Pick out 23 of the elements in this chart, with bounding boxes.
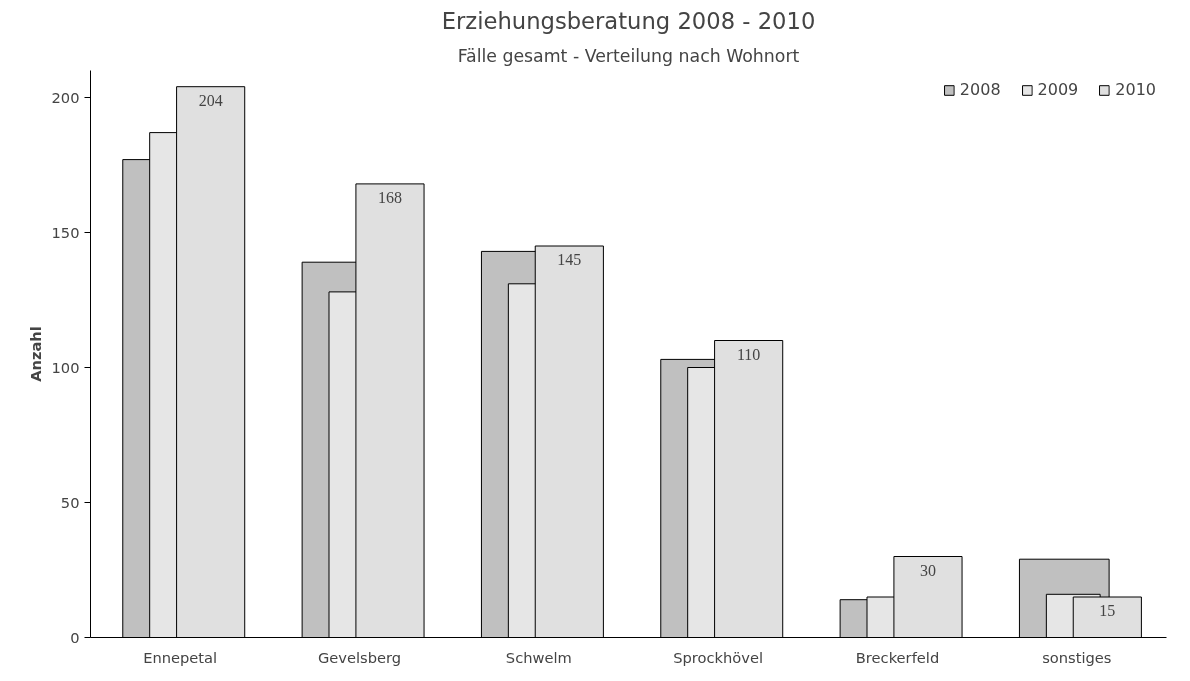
y-tick-label: 200 xyxy=(51,88,80,106)
x-tick-label: Gevelsberg xyxy=(317,648,402,666)
data-label: 15 xyxy=(1099,602,1116,619)
data-label: 204 xyxy=(198,91,223,109)
x-tick-label: sonstiges xyxy=(1042,648,1112,666)
x-tick-label: Sprockhövel xyxy=(673,648,764,666)
chart-title: Erziehungsberatung 2008 - 2010 xyxy=(441,7,816,34)
y-tick-label: 100 xyxy=(51,358,80,376)
data-label: 30 xyxy=(919,561,936,579)
data-label: 110 xyxy=(736,345,761,363)
data-label: 168 xyxy=(377,188,402,206)
chart-subtitle: Fälle gesamt - Verteilung nach Wohnort xyxy=(457,45,800,66)
y-tick-label: 150 xyxy=(51,223,80,241)
legend-label: 2008 xyxy=(959,80,1001,99)
y-tick-label: 50 xyxy=(60,493,80,511)
y-tick-label: 0 xyxy=(70,628,80,646)
x-tick-label: Schwelm xyxy=(505,648,572,666)
legend-label: 2009 xyxy=(1037,80,1079,99)
data-label: 145 xyxy=(557,251,582,268)
x-tick-label: Breckerfeld xyxy=(855,648,940,666)
legend-label: 2010 xyxy=(1115,80,1156,99)
x-tick-label: Ennepetal xyxy=(143,648,218,666)
y-axis-title: Anzahl xyxy=(26,326,44,382)
